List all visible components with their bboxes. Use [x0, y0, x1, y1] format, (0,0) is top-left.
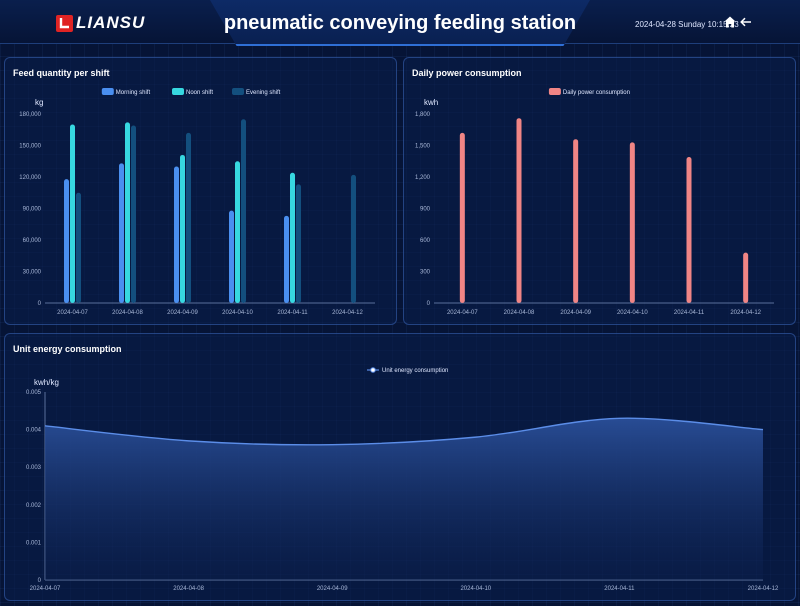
back-arrow-icon[interactable] [740, 16, 752, 28]
home-icon[interactable] [724, 16, 736, 28]
y-tick-label: 1,200 [415, 175, 431, 181]
bar-noon-shift [290, 172, 295, 303]
title-tab [210, 0, 590, 46]
x-tick-label: 2024-04-11 [674, 310, 705, 316]
y-tick-label: 90,000 [23, 207, 42, 213]
feed-quantity-title: Feed quantity per shift [13, 68, 110, 78]
bar-daily-power-consumption [629, 142, 635, 303]
area-line [44, 417, 764, 446]
y-tick-label: 0 [38, 301, 42, 307]
x-tick-label: 2024-04-12 [332, 310, 363, 316]
x-tick-label: 2024-04-11 [277, 310, 308, 316]
legend-swatch [101, 88, 114, 95]
bar-noon-shift [180, 154, 185, 303]
unit-energy-chart: kwh/kg 0.005 0.004 0.003 0.002 0.001 0 2024-04-… [26, 367, 779, 592]
y-tick-label: 0 [427, 301, 431, 307]
bar-morning-shift [229, 210, 234, 303]
y-tick-label: 0.004 [26, 428, 42, 434]
legend-label: Unit energy consumption [382, 368, 448, 374]
legend-marker [370, 367, 376, 373]
x-tick-label: 2024-04-10 [617, 310, 648, 316]
bar-noon-shift [70, 124, 75, 303]
x-tick-label: 2024-04-10 [222, 310, 253, 316]
y-axis-unit: kwh/kg [34, 378, 59, 387]
unit-energy-panel: Unit energy consumption kwh/kg 0.005 0.004… [4, 333, 796, 601]
legend-swatch [548, 88, 561, 95]
bar-morning-shift [174, 166, 179, 303]
legend-label: Daily power consumption [563, 90, 630, 96]
x-tick-label: 2024-04-09 [560, 310, 591, 316]
bar-noon-shift [235, 161, 240, 303]
feed-quantity-panel: Feed quantity per shift kg 180,000 150,000… [4, 57, 397, 325]
bar-evening-shift [186, 132, 191, 303]
bar-daily-power-consumption [743, 252, 749, 303]
y-tick-label: 120,000 [19, 175, 41, 181]
x-tick-label: 2024-04-07 [447, 310, 478, 316]
x-tick-label: 2024-04-07 [30, 586, 61, 592]
x-tick-label: 2024-04-12 [748, 586, 779, 592]
legend-swatch [172, 88, 184, 95]
y-tick-label: 900 [420, 207, 431, 213]
bar-morning-shift [64, 179, 69, 303]
bar-morning-shift [119, 163, 124, 303]
x-tick-label: 2024-04-09 [167, 310, 198, 316]
logo-text: LIANSU [76, 13, 146, 32]
bar-daily-power-consumption [516, 118, 522, 303]
x-tick-label: 2024-04-08 [112, 310, 143, 316]
y-tick-label: 180,000 [19, 112, 41, 118]
y-tick-label: 1,800 [415, 112, 431, 118]
bar-evening-shift [241, 119, 246, 303]
y-tick-label: 1,500 [415, 144, 431, 150]
x-tick-label: 2024-04-09 [317, 586, 348, 592]
bar-noon-shift [125, 122, 130, 304]
y-tick-label: 30,000 [23, 270, 42, 276]
x-tick-label: 2024-04-08 [173, 586, 204, 592]
legend-swatch [232, 88, 244, 95]
bar-evening-shift [131, 125, 136, 303]
unit-energy-title: Unit energy consumption [13, 344, 122, 354]
y-axis-unit: kwh [424, 98, 438, 107]
power-consumption-chart: kwh 1,800 1,500 1,200 900 600 300 0 2024-04-07 20… [415, 88, 774, 316]
legend-label: Evening shift [246, 90, 281, 96]
feed-quantity-chart: kg 180,000 150,000 120,000 90,000 60,000 30,00… [19, 88, 375, 316]
y-tick-label: 600 [420, 238, 431, 244]
x-tick-label: 2024-04-10 [460, 586, 491, 592]
legend-label: Morning shift [116, 90, 151, 96]
bar-morning-shift [284, 215, 289, 303]
logo-mark-icon [56, 14, 73, 32]
bar-daily-power-consumption [686, 157, 692, 303]
header: LIANSU pneumatic conveying feeding stati… [0, 0, 800, 50]
bar-daily-power-consumption [573, 139, 579, 303]
bar-evening-shift [296, 184, 301, 303]
x-tick-label: 2024-04-08 [504, 310, 535, 316]
area-fill [45, 418, 763, 580]
x-tick-label: 2024-04-07 [57, 310, 88, 316]
y-tick-label: 300 [420, 270, 431, 276]
y-tick-label: 0 [38, 578, 42, 584]
x-tick-label: 2024-04-11 [604, 586, 635, 592]
y-tick-label: 0.002 [26, 503, 42, 509]
page-title: pneumatic conveying feeding station [223, 12, 577, 34]
power-consumption-title: Daily power consumption [412, 68, 522, 78]
y-tick-label: 0.005 [26, 390, 42, 396]
y-tick-label: 0.003 [26, 465, 42, 471]
legend-label: Noon shift [186, 90, 213, 96]
power-consumption-panel: Daily power consumption kwh 1,800 1,500 1,2… [403, 57, 796, 325]
y-tick-label: 150,000 [19, 144, 41, 150]
y-tick-label: 60,000 [23, 238, 42, 244]
logo: LIANSU [56, 13, 145, 33]
bar-evening-shift [76, 192, 81, 303]
y-tick-label: 0.001 [26, 540, 42, 546]
x-tick-label: 2024-04-12 [730, 310, 761, 316]
bar-daily-power-consumption [459, 132, 465, 303]
bar-evening-shift [351, 174, 356, 303]
y-axis-unit: kg [35, 98, 43, 107]
datetime: 2024-04-28 Sunday 10:15:23 [635, 20, 739, 29]
